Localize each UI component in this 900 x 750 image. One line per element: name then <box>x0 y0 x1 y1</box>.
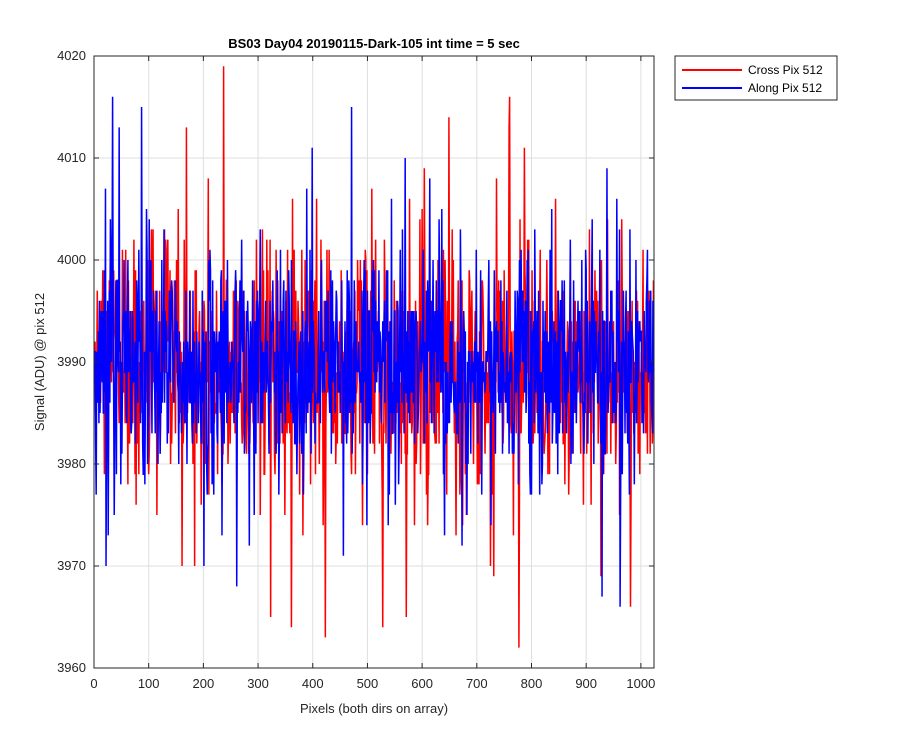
x-tick-label: 500 <box>357 676 379 691</box>
y-tick-label: 3980 <box>57 456 86 471</box>
x-tick-label: 600 <box>411 676 433 691</box>
y-axis-label: Signal (ADU) @ pix 512 <box>32 293 47 431</box>
x-tick-label: 400 <box>302 676 324 691</box>
y-tick-label: 4000 <box>57 252 86 267</box>
legend-label-along: Along Pix 512 <box>748 81 822 95</box>
x-tick-label: 100 <box>138 676 160 691</box>
x-tick-label: 900 <box>575 676 597 691</box>
series-layer <box>94 66 654 648</box>
y-tick-label: 3990 <box>57 354 86 369</box>
ticks: 0 100 200 300 400 500 600 700 800 900 1000 3960 3970… <box>57 48 655 691</box>
x-tick-label: 1000 <box>626 676 655 691</box>
chart-title: BS03 Day04 20190115-Dark-105 int time = … <box>228 36 520 51</box>
x-tick-label: 300 <box>247 676 269 691</box>
series-line-along <box>94 96 654 607</box>
y-tick-label: 4010 <box>57 150 86 165</box>
x-axis-label: Pixels (both dirs on array) <box>300 701 448 716</box>
legend-label-cross: Cross Pix 512 <box>748 63 823 77</box>
y-tick-label: 3960 <box>57 660 86 675</box>
x-tick-label: 0 <box>90 676 97 691</box>
x-tick-label: 200 <box>193 676 215 691</box>
legend-box <box>674 55 838 101</box>
x-tick-label: 800 <box>521 676 543 691</box>
legend[interactable]: Cross Pix 512 Along Pix 512 <box>674 55 838 101</box>
y-tick-label: 3970 <box>57 558 86 573</box>
y-tick-label: 4020 <box>57 48 86 63</box>
x-tick-label: 700 <box>466 676 488 691</box>
